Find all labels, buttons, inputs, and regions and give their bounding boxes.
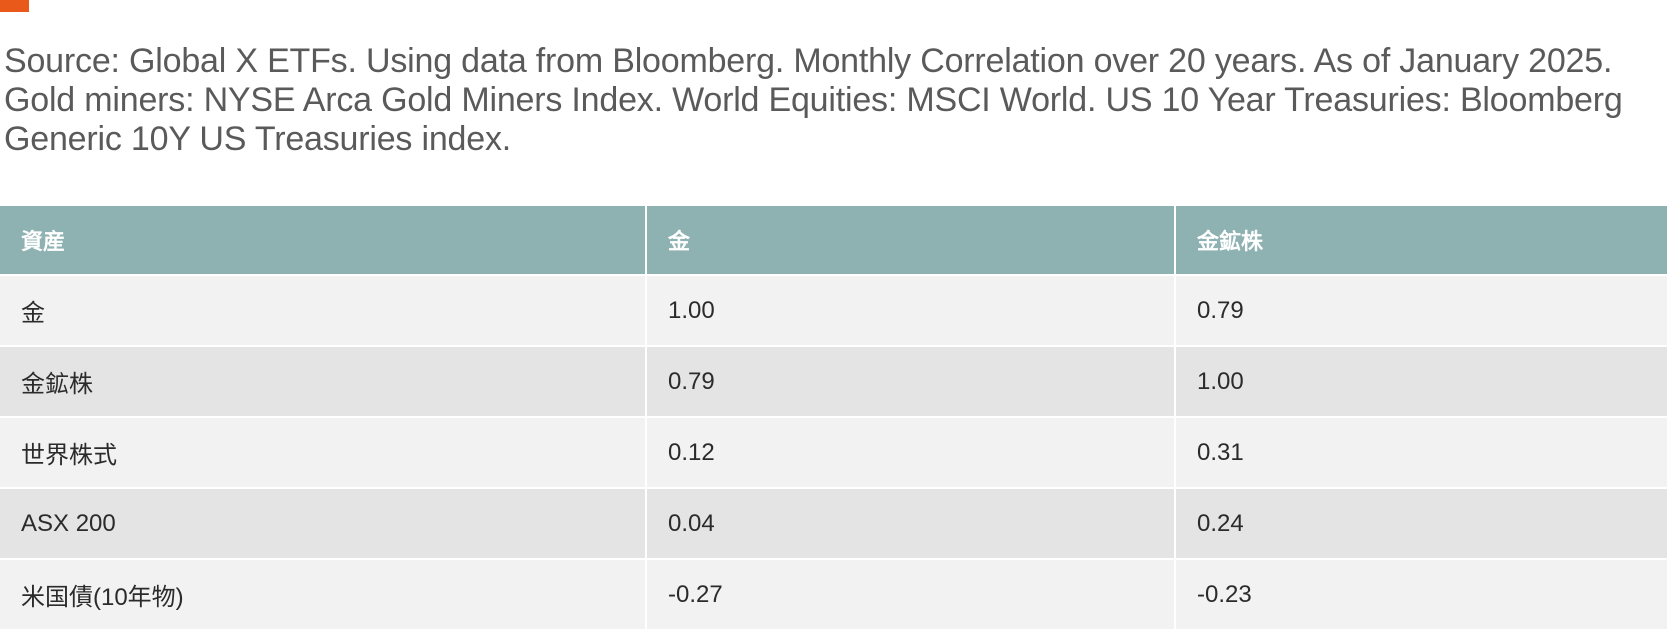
table-header-row: 資産 金 金鉱株	[0, 206, 1667, 276]
header-gold-miners: 金鉱株	[1175, 206, 1667, 276]
cell-asset: 米国債(10年物)	[0, 559, 647, 631]
cell-gold: 0.04	[646, 488, 1176, 560]
header-gold: 金	[646, 206, 1176, 276]
correlation-table: 資産 金 金鉱株 金 1.00 0.79 金鉱株 0.79 1.00 世界株式 …	[0, 206, 1667, 631]
table-row: 米国債(10年物) -0.27 -0.23	[0, 559, 1667, 631]
cell-asset: ASX 200	[0, 488, 647, 560]
cell-gold-miners: 1.00	[1175, 346, 1667, 418]
cell-gold-miners: -0.23	[1175, 559, 1667, 631]
source-note: Source: Global X ETFs. Using data from B…	[4, 42, 1623, 158]
brand-accent-bar	[0, 0, 29, 12]
cell-asset: 金鉱株	[0, 346, 647, 418]
cell-gold-miners: 0.31	[1175, 417, 1667, 489]
header-asset: 資産	[0, 206, 647, 276]
cell-gold: 0.12	[646, 417, 1176, 489]
correlation-table-container: 資産 金 金鉱株 金 1.00 0.79 金鉱株 0.79 1.00 世界株式 …	[0, 206, 1667, 631]
table-row: 金鉱株 0.79 1.00	[0, 346, 1667, 418]
cell-gold: 0.79	[646, 346, 1176, 418]
cell-gold-miners: 0.79	[1175, 275, 1667, 347]
cell-gold: -0.27	[646, 559, 1176, 631]
table-row: 世界株式 0.12 0.31	[0, 417, 1667, 489]
table-row: ASX 200 0.04 0.24	[0, 488, 1667, 560]
cell-gold: 1.00	[646, 275, 1176, 347]
cell-asset: 世界株式	[0, 417, 647, 489]
cell-asset: 金	[0, 275, 647, 347]
table-row: 金 1.00 0.79	[0, 275, 1667, 347]
cell-gold-miners: 0.24	[1175, 488, 1667, 560]
